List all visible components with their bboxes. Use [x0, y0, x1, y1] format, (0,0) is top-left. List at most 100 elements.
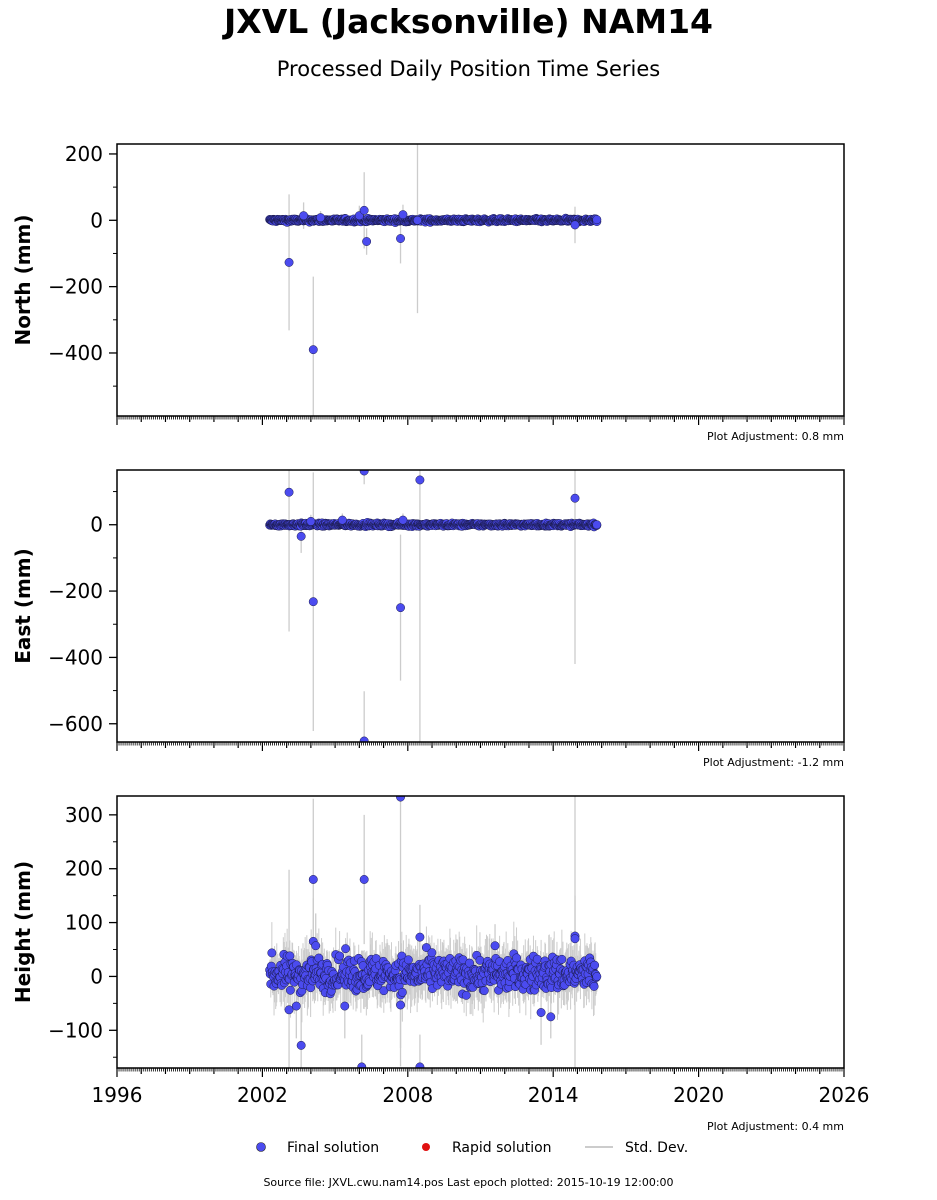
height-x-tick-label: 2026 — [819, 1083, 870, 1107]
north-data-point — [592, 215, 602, 225]
east-data-point — [415, 475, 425, 485]
north-data-point — [316, 213, 326, 223]
north-data-point — [396, 234, 405, 243]
height-data-point — [341, 944, 351, 954]
east-panel: 0 −200 −400 −600 East (mm) Plot Adjustment:… — [11, 469, 845, 769]
height-x-tick-label: 1996 — [92, 1083, 143, 1107]
height-axes-frame — [116, 795, 845, 1069]
height-data-point — [285, 951, 295, 961]
height-data-point — [590, 960, 600, 970]
height-x-tick-label: 2002 — [237, 1083, 288, 1107]
height-data-point — [570, 934, 580, 944]
height-x-tick-label: 2020 — [673, 1083, 724, 1107]
east-y-tick-label: −600 — [48, 712, 103, 736]
height-data-point — [396, 1000, 405, 1010]
height-data-point — [267, 948, 277, 958]
east-y-ticks: 0 −200 −400 −600 — [48, 491, 117, 736]
height-data-point — [592, 972, 602, 981]
height-data-point — [557, 954, 567, 964]
height-x-tick-label: 2014 — [528, 1083, 579, 1107]
height-data-point — [357, 1062, 367, 1068]
north-y-axis-label: North (mm) — [11, 214, 35, 345]
north-points-layer — [265, 205, 602, 355]
north-stddev-layer — [269, 144, 598, 416]
height-data-point — [512, 953, 521, 963]
east-data-point — [359, 470, 369, 476]
east-data-point — [398, 515, 408, 525]
east-axes-frame — [116, 469, 845, 743]
height-y-axis-label: Height (mm) — [11, 861, 35, 1003]
east-data-point — [570, 493, 580, 503]
north-y-tick-label: 200 — [65, 142, 103, 166]
east-data-point — [592, 520, 602, 530]
north-data-point — [359, 205, 369, 215]
north-plot-adjustment: Plot Adjustment: 0.8 mm — [707, 430, 844, 443]
north-y-tick-label: −400 — [48, 341, 103, 365]
height-points-layer — [265, 796, 602, 1068]
north-data-point — [398, 210, 408, 220]
height-data-point — [465, 958, 475, 968]
east-data-point — [296, 531, 306, 541]
legend-std-label: Std. Dev. — [625, 1140, 688, 1156]
height-data-point — [546, 1012, 556, 1022]
height-x-tick-label: 2008 — [382, 1083, 433, 1107]
north-y-tick-label: 0 — [90, 208, 103, 232]
height-y-tick-label: 0 — [90, 964, 103, 988]
east-x-ticks — [116, 742, 845, 751]
east-data-point — [306, 516, 316, 526]
height-data-point — [589, 981, 599, 991]
height-data-point — [359, 875, 369, 884]
east-y-tick-label: 0 — [90, 513, 103, 537]
east-data-point — [284, 487, 294, 497]
height-y-tick-label: 300 — [65, 803, 103, 827]
height-x-ticks: 1996 2002 2008 2014 2020 2026 — [92, 1068, 870, 1107]
north-data-point — [362, 237, 372, 246]
height-data-point — [415, 1062, 425, 1068]
height-data-point — [532, 954, 542, 964]
north-data-point — [308, 345, 318, 355]
height-y-tick-label: 100 — [65, 911, 103, 935]
height-y-ticks: 300 200 100 0 −100 — [48, 803, 117, 1058]
height-plot-adjustment: Plot Adjustment: 0.4 mm — [707, 1120, 844, 1133]
east-data-point — [396, 603, 405, 613]
east-data-point — [359, 736, 369, 742]
east-stddev-layer — [269, 470, 598, 742]
height-data-point — [490, 941, 500, 951]
height-y-tick-label: −100 — [48, 1018, 103, 1042]
legend-rapid-marker — [422, 1143, 430, 1151]
north-data-point — [284, 257, 294, 267]
height-data-point — [311, 941, 321, 951]
legend-final-label: Final solution — [287, 1140, 379, 1156]
page-title: JXVL (Jacksonville) NAM14 — [223, 2, 714, 41]
height-data-point — [397, 987, 407, 997]
height-data-point — [536, 1008, 546, 1017]
east-plot-adjustment: Plot Adjustment: -1.2 mm — [703, 756, 844, 769]
north-x-ticks — [116, 416, 845, 425]
height-data-point — [403, 955, 413, 965]
height-data-point — [308, 875, 318, 884]
height-data-point — [427, 948, 437, 958]
north-y-tick-label: −200 — [48, 275, 103, 299]
north-data-point — [299, 211, 309, 221]
height-data-point — [415, 932, 425, 942]
height-data-point — [296, 1040, 306, 1050]
east-y-tick-label: −400 — [48, 645, 103, 669]
north-data-point — [413, 215, 422, 225]
legend-rapid-label: Rapid solution — [452, 1140, 552, 1156]
height-data-point — [379, 986, 389, 996]
east-data-point — [308, 597, 318, 607]
height-data-point — [396, 796, 405, 802]
legend-final-marker — [256, 1142, 266, 1152]
east-data-point — [337, 515, 347, 525]
east-y-axis-label: East (mm) — [11, 548, 35, 664]
height-y-tick-label: 200 — [65, 857, 103, 881]
height-data-point — [284, 1005, 294, 1015]
height-data-point — [461, 990, 471, 1000]
height-data-point — [340, 1001, 350, 1011]
height-data-point — [285, 985, 295, 995]
source-file-note: Source file: JXVL.cwu.nam14.pos Last epo… — [263, 1176, 674, 1189]
east-points-layer — [265, 470, 602, 742]
legend: Final solution Rapid solution Std. Dev. — [256, 1140, 688, 1156]
